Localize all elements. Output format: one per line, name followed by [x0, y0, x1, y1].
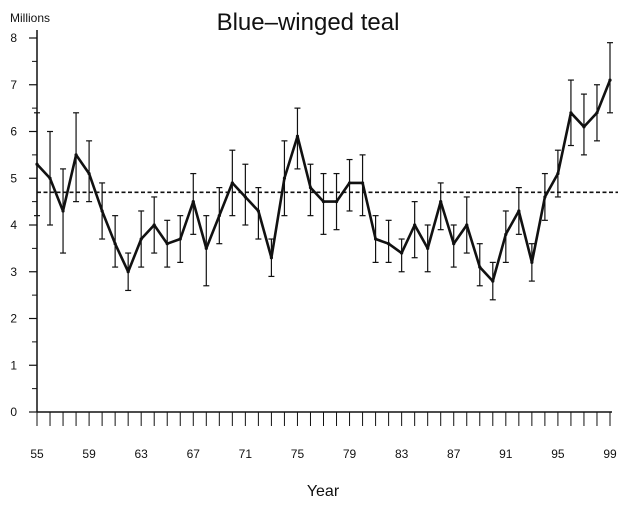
x-tick-label: 79 [343, 447, 357, 461]
data-point [517, 209, 521, 213]
data-point [139, 237, 143, 241]
data-point [126, 270, 130, 274]
data-point [48, 176, 52, 180]
x-tick-label: 83 [395, 447, 409, 461]
x-tick-label: 59 [82, 447, 96, 461]
data-point [504, 232, 508, 236]
data-point [282, 176, 287, 180]
data-point [387, 242, 391, 246]
data-point [35, 162, 39, 166]
data-point [87, 171, 91, 176]
series-line-layer [35, 78, 612, 283]
x-tick-label: 95 [551, 447, 565, 461]
data-point [478, 265, 482, 269]
y-tick-label: 2 [10, 312, 17, 326]
data-point [582, 125, 586, 129]
data-point [465, 223, 469, 227]
x-axis-title: Year [307, 483, 340, 500]
y-tick-label: 0 [10, 405, 17, 419]
y-tick-label: 6 [10, 125, 17, 139]
x-tick-label: 55 [30, 447, 44, 461]
data-point [413, 223, 417, 227]
data-point [556, 171, 560, 176]
data-point [569, 111, 573, 115]
data-point [204, 246, 208, 250]
data-point [191, 200, 195, 204]
data-point [165, 242, 169, 246]
data-point [152, 223, 156, 227]
data-point [530, 260, 534, 264]
data-point [113, 242, 117, 246]
data-point [608, 78, 612, 82]
data-point [360, 181, 365, 185]
x-tick-label: 75 [291, 447, 305, 461]
data-point [61, 209, 65, 213]
data-point [373, 237, 378, 241]
x-tick-label: 87 [447, 447, 461, 461]
errorbar-layer [34, 42, 613, 301]
data-point [295, 134, 300, 138]
data-point [269, 256, 274, 260]
data-point [230, 181, 234, 185]
data-point [321, 200, 326, 204]
chart-title: Blue–winged teal [217, 9, 400, 36]
data-point [334, 200, 339, 204]
y-tick-label: 4 [10, 218, 17, 232]
x-tick-label: 71 [239, 447, 253, 461]
x-tick-label: 99 [603, 447, 617, 461]
data-point [439, 200, 443, 204]
y-tick-label: 1 [10, 358, 17, 372]
data-point [74, 153, 78, 157]
y-tick-label: 3 [10, 265, 17, 279]
x-tick-label: 67 [187, 447, 201, 461]
data-point [256, 209, 260, 213]
data-point [308, 186, 313, 190]
data-point [452, 242, 456, 246]
x-tick-label: 91 [499, 447, 513, 461]
data-point [400, 251, 404, 255]
y-tick-label: 8 [10, 31, 17, 45]
data-point [347, 181, 352, 185]
x-tick-label: 63 [135, 447, 149, 461]
y-axis-title: Millions [10, 11, 50, 25]
data-point [100, 209, 104, 213]
data-point [491, 279, 495, 283]
data-point [595, 111, 599, 115]
data-point [426, 246, 430, 250]
data-point [178, 237, 182, 241]
y-tick-label: 7 [10, 78, 17, 92]
data-point [217, 214, 221, 218]
data-point [543, 195, 547, 199]
data-point [243, 195, 247, 199]
y-tick-label: 5 [10, 171, 17, 185]
